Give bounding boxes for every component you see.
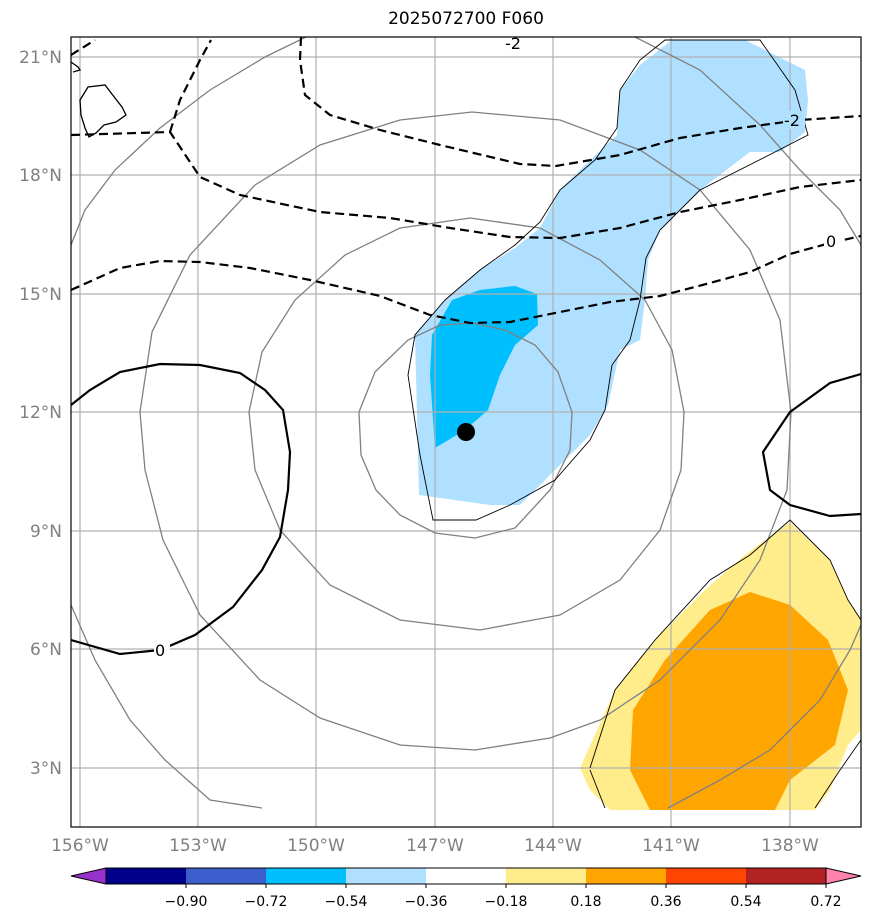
colorbar-segment bbox=[106, 868, 187, 884]
deep-blue-field bbox=[430, 286, 538, 448]
lon-tick-138w: 138°W bbox=[761, 836, 819, 856]
colorbar-label: −0.90 bbox=[165, 894, 208, 910]
colorbar: −0.90 −0.72 −0.54 −0.36 −0.18 0.18 0.36 0.54 0.7… bbox=[70, 867, 862, 910]
coastlines bbox=[71, 61, 127, 138]
colorbar-label: 0.54 bbox=[730, 894, 761, 910]
contour-label-neg2-right: -2 bbox=[784, 111, 800, 130]
colorbar-segment bbox=[586, 868, 667, 884]
contour-label-neg2-top: -2 bbox=[505, 34, 521, 53]
orange-field bbox=[630, 592, 848, 810]
colorbar-label: 0.36 bbox=[650, 894, 681, 910]
gridlines bbox=[71, 37, 861, 827]
contour-label-0-right: 0 bbox=[826, 232, 836, 251]
colorbar-extend-left bbox=[70, 867, 107, 885]
colorbar-segment bbox=[266, 868, 347, 884]
colorbar-label: 0.72 bbox=[810, 894, 841, 910]
light-blue-field bbox=[415, 40, 808, 505]
lon-tick-150w: 150°W bbox=[287, 836, 345, 856]
contour-label-0-left: 0 bbox=[155, 641, 165, 660]
longitude-ticks: 156°W 153°W 150°W 147°W 144°W 141°W 138°… bbox=[51, 836, 819, 856]
colorbar-label: 0.18 bbox=[570, 894, 601, 910]
colorbar-label: −0.72 bbox=[245, 894, 288, 910]
map-plot-area: -2 -2 0 0 bbox=[71, 34, 861, 827]
colorbar-label: −0.18 bbox=[485, 894, 528, 910]
colorbar-label: −0.54 bbox=[325, 894, 368, 910]
dashed-contours bbox=[71, 37, 861, 325]
lat-tick-9n: 9°N bbox=[30, 522, 62, 542]
solid-contours bbox=[71, 362, 861, 656]
lon-tick-153w: 153°W bbox=[169, 836, 227, 856]
contour-labels: -2 -2 0 0 bbox=[154, 34, 840, 660]
lon-tick-147w: 147°W bbox=[406, 836, 464, 856]
latitude-ticks: 21°N 18°N 15°N 12°N 9°N 6°N 3°N bbox=[19, 48, 62, 779]
colorbar-labels: −0.90 −0.72 −0.54 −0.36 −0.18 0.18 0.36 0.54 0.7… bbox=[165, 884, 842, 910]
colorbar-segments bbox=[105, 867, 827, 885]
lat-tick-6n: 6°N bbox=[30, 640, 62, 660]
lon-tick-156w: 156°W bbox=[51, 836, 109, 856]
colorbar-segment bbox=[666, 868, 747, 884]
lat-tick-15n: 15°N bbox=[19, 285, 62, 305]
colorbar-segment bbox=[746, 868, 827, 884]
colorbar-segment bbox=[506, 868, 587, 884]
storm-center-marker bbox=[457, 423, 475, 441]
colorbar-segment bbox=[426, 868, 507, 884]
gray-circular-contours bbox=[71, 37, 861, 809]
colorbar-label: −0.36 bbox=[405, 894, 448, 910]
plot-title: 2025072700 F060 bbox=[388, 9, 544, 29]
lon-tick-141w: 141°W bbox=[642, 836, 700, 856]
plot-frame bbox=[70, 36, 862, 828]
colorbar-segment bbox=[346, 868, 427, 884]
colorbar-segment bbox=[186, 868, 267, 884]
lat-tick-3n: 3°N bbox=[30, 759, 62, 779]
shaded-region-outlines bbox=[407, 39, 861, 809]
lon-tick-144w: 144°W bbox=[524, 836, 582, 856]
colorbar-extend-right bbox=[825, 867, 862, 885]
lat-tick-18n: 18°N bbox=[19, 166, 62, 186]
lat-tick-12n: 12°N bbox=[19, 403, 62, 423]
lat-tick-21n: 21°N bbox=[19, 48, 62, 68]
